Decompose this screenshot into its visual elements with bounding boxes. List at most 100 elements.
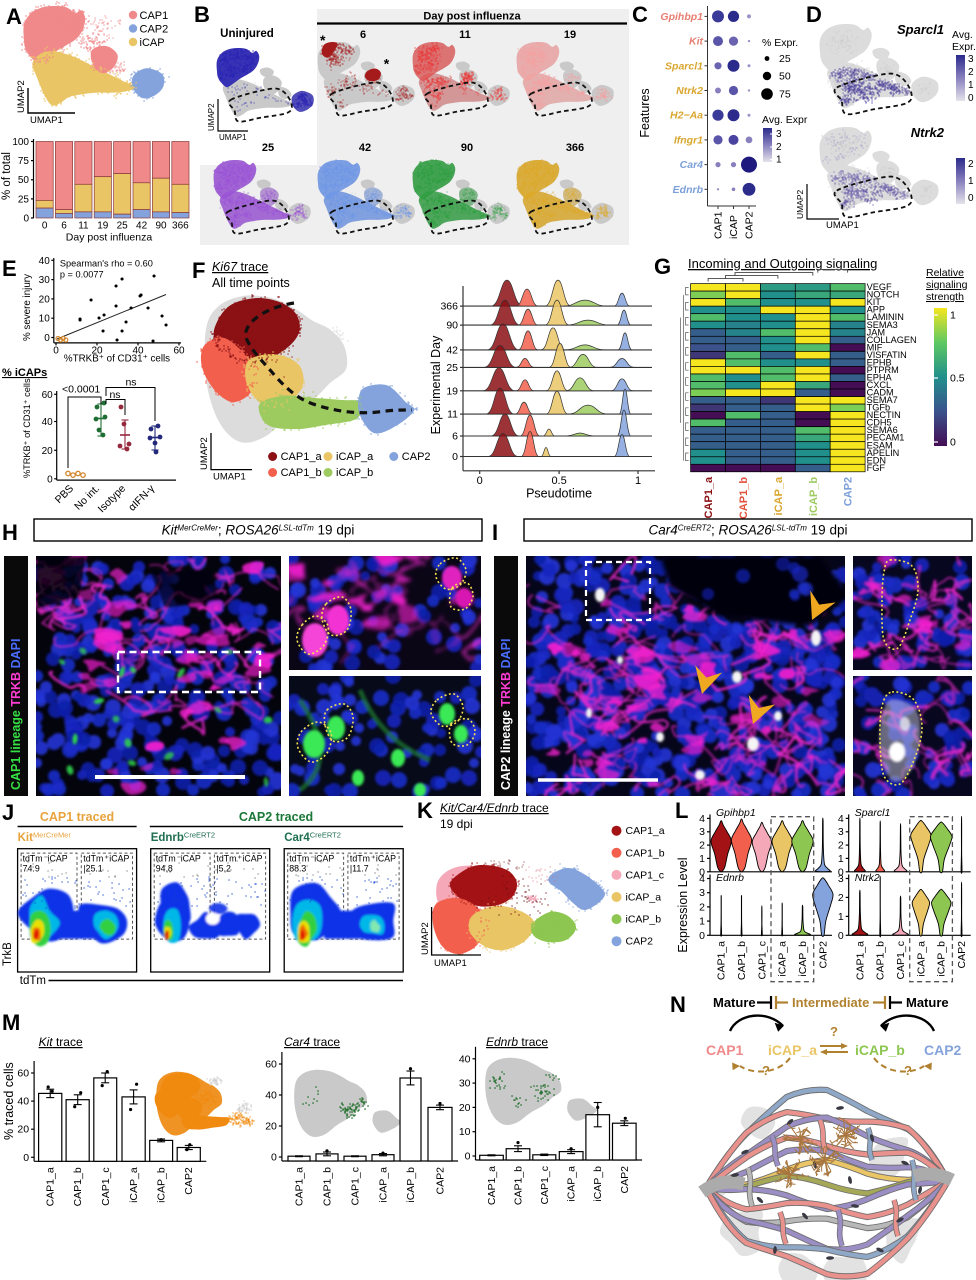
svg-text:CAP2: CAP2: [435, 1167, 447, 1195]
svg-text:CAP1_b: CAP1_b: [875, 941, 887, 980]
svg-text:10: 10: [459, 1126, 471, 1138]
svg-text:iCAP_b: iCAP_b: [855, 1042, 905, 1058]
svg-text:Kit/Car4/Ednrb trace: Kit/Car4/Ednrb trace: [440, 801, 549, 815]
svg-text:100: 100: [12, 137, 29, 148]
svg-text:iCAP: iCAP: [376, 854, 396, 864]
svg-text:1: 1: [968, 80, 974, 91]
svg-text:CAP1_b: CAP1_b: [738, 477, 750, 519]
svg-text:366: 366: [172, 221, 189, 232]
svg-text:LAMININ: LAMININ: [867, 312, 904, 322]
svg-text:1: 1: [968, 176, 974, 187]
svg-text:CAP1_c: CAP1_c: [100, 1167, 112, 1206]
svg-text:iCAP: iCAP: [242, 854, 262, 864]
svg-text:10: 10: [39, 314, 51, 325]
svg-text:iCAP_a: iCAP_a: [777, 941, 789, 977]
svg-text:⁺: ⁺: [237, 854, 242, 864]
svg-text:% severe injury: % severe injury: [22, 274, 33, 341]
svg-text:2: 2: [968, 159, 974, 170]
svg-text:EPHA: EPHA: [867, 373, 893, 383]
svg-text:Ki67 trace: Ki67 trace: [212, 260, 268, 274]
svg-text:60: 60: [42, 390, 54, 401]
svg-text:0: 0: [42, 221, 48, 232]
svg-text:0: 0: [465, 1151, 471, 1163]
svg-text:CAP1_b: CAP1_b: [72, 1167, 84, 1206]
svg-text:UMAP2: UMAP2: [795, 189, 805, 219]
svg-text:4: 4: [699, 873, 705, 885]
svg-text:UMAP1: UMAP1: [826, 220, 859, 231]
svg-text:42: 42: [136, 221, 148, 232]
svg-text:% traced cells: % traced cells: [2, 1062, 16, 1140]
svg-text:0: 0: [23, 214, 29, 225]
svg-text:iCAP: iCAP: [109, 854, 129, 864]
svg-text:iCAP: iCAP: [728, 215, 740, 239]
svg-text:2: 2: [838, 840, 844, 852]
svg-text:20: 20: [39, 294, 51, 305]
svg-text:iCAP_a: iCAP_a: [773, 476, 785, 515]
svg-text:90: 90: [461, 142, 473, 154]
svg-text:iCAP_a: iCAP_a: [336, 451, 374, 463]
svg-text:94.8: 94.8: [156, 864, 173, 874]
svg-text:iCAP_b: iCAP_b: [336, 467, 373, 479]
svg-text:0: 0: [950, 437, 956, 449]
svg-text:CAP1_b: CAP1_b: [736, 941, 748, 980]
svg-text:19: 19: [564, 29, 576, 41]
svg-text:30: 30: [39, 275, 51, 286]
svg-text:40: 40: [265, 1090, 277, 1102]
svg-text:CAP2: CAP2: [183, 1167, 195, 1195]
svg-text:CAP1_c: CAP1_c: [626, 869, 665, 881]
svg-text:CAP1_c: CAP1_c: [756, 941, 768, 980]
svg-text:tdTm: tdTm: [83, 854, 103, 864]
svg-text:25: 25: [18, 194, 30, 205]
svg-text:iCAP_a: iCAP_a: [378, 1167, 390, 1203]
svg-text:CAP1 traced: CAP1 traced: [40, 810, 114, 824]
svg-text:A: A: [6, 4, 22, 29]
svg-text:90: 90: [446, 320, 458, 332]
svg-text:40: 40: [132, 345, 144, 356]
svg-text:JAM: JAM: [867, 327, 885, 337]
svg-text:iCAP: iCAP: [140, 37, 165, 49]
svg-text:⁺: ⁺: [371, 854, 376, 864]
svg-text:25: 25: [446, 362, 458, 374]
svg-text:iCAP: iCAP: [314, 854, 334, 864]
svg-text:Day post influenza: Day post influenza: [423, 11, 521, 23]
svg-text:H: H: [2, 520, 18, 545]
svg-text:VEGF: VEGF: [867, 282, 892, 292]
svg-text:75: 75: [18, 156, 30, 167]
svg-text:tdTm: tdTm: [289, 854, 309, 864]
svg-text:⁻: ⁻: [44, 854, 49, 864]
svg-text:CAP1_a: CAP1_a: [294, 1167, 306, 1206]
svg-text:Gpihbp1: Gpihbp1: [716, 807, 756, 819]
svg-text:19: 19: [446, 385, 458, 397]
svg-text:Isotype: Isotype: [96, 483, 129, 516]
svg-text:11: 11: [447, 409, 458, 421]
svg-text:F: F: [192, 258, 205, 283]
svg-text:Incoming and Outgoing signalin: Incoming and Outgoing signaling: [688, 256, 877, 271]
svg-text:iCAP_b: iCAP_b: [797, 941, 809, 977]
svg-text:TrkB: TrkB: [2, 942, 14, 966]
svg-text:2: 2: [968, 67, 974, 78]
svg-text:L: L: [675, 798, 688, 823]
svg-text:0: 0: [968, 193, 974, 204]
svg-text:<0.0001: <0.0001: [62, 384, 100, 396]
svg-text:1: 1: [950, 310, 956, 322]
svg-text:6: 6: [360, 29, 366, 41]
svg-text:CAP1_a: CAP1_a: [45, 1167, 57, 1206]
svg-text:1: 1: [838, 911, 844, 923]
svg-text:% Expr.: % Expr.: [762, 37, 798, 49]
svg-text:UMAP2: UMAP2: [199, 437, 210, 470]
svg-text:%TRKB⁺ of CD31⁺ cells: %TRKB⁺ of CD31⁺ cells: [64, 354, 170, 365]
svg-text:PTPRM: PTPRM: [867, 365, 899, 375]
svg-text:0: 0: [44, 333, 50, 344]
svg-text:H2−Aa: H2−Aa: [670, 110, 703, 122]
svg-text:0: 0: [47, 474, 53, 485]
svg-text:KitMerCreMer: KitMerCreMer: [18, 831, 72, 845]
svg-text:40: 40: [42, 417, 54, 428]
svg-text:0.5: 0.5: [551, 475, 566, 487]
svg-text:Expression Level: Expression Level: [676, 857, 690, 952]
svg-text:20: 20: [91, 345, 103, 356]
svg-text:UMAP2: UMAP2: [207, 103, 216, 131]
svg-text:50: 50: [18, 175, 30, 186]
svg-text:⁻: ⁻: [310, 854, 315, 864]
svg-text:0: 0: [477, 475, 483, 487]
svg-text:20: 20: [42, 446, 54, 457]
